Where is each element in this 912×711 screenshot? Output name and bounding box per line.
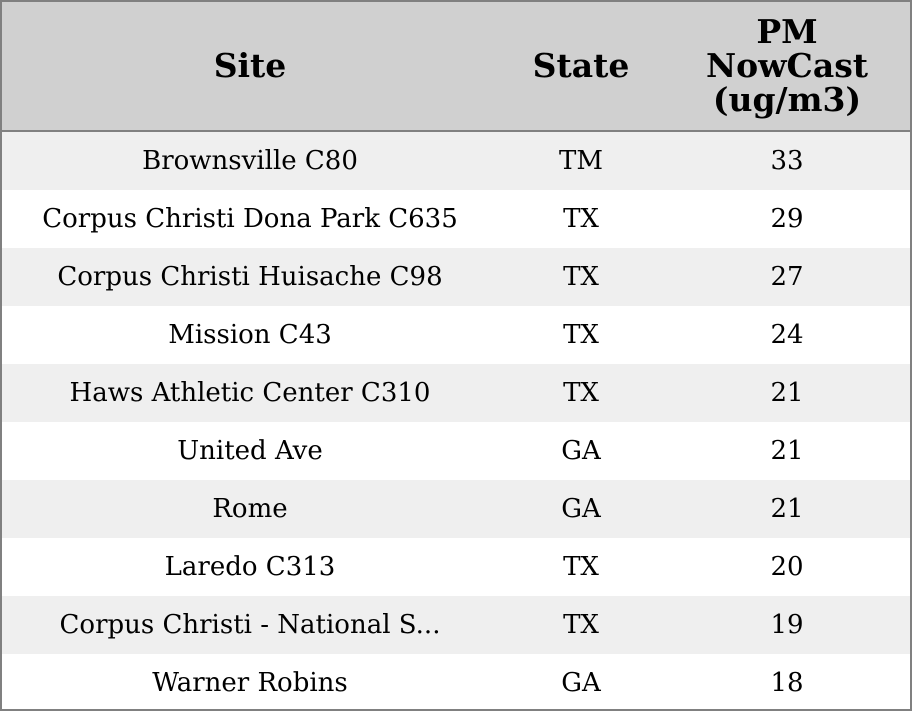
cell-pm-nowcast: 21 bbox=[770, 436, 804, 466]
cell-site: Rome bbox=[212, 494, 288, 524]
cell-state: TX bbox=[563, 610, 599, 640]
header-pm-line-1: PM bbox=[756, 12, 818, 51]
header-state: State bbox=[498, 2, 664, 130]
cell-site: Brownsville C80 bbox=[142, 146, 358, 176]
cell-site: Mission C43 bbox=[168, 320, 332, 350]
cell-state: GA bbox=[561, 668, 601, 698]
table-row: United Ave GA 21 bbox=[2, 422, 910, 480]
table-row: Mission C43 TX 24 bbox=[2, 306, 910, 364]
cell-site: Corpus Christi Huisache C98 bbox=[57, 262, 443, 292]
cell-site: Haws Athletic Center C310 bbox=[69, 378, 431, 408]
cell-pm-nowcast: 29 bbox=[770, 204, 804, 234]
cell-pm-nowcast: 33 bbox=[770, 146, 804, 176]
cell-pm-nowcast: 18 bbox=[770, 668, 804, 698]
cell-pm-nowcast: 20 bbox=[770, 552, 804, 582]
header-pm-line-2: NowCast bbox=[705, 46, 869, 85]
table-header: Site State PM NowCast (ug/m3) bbox=[2, 2, 910, 132]
cell-state: TX bbox=[563, 320, 599, 350]
cell-state: TX bbox=[563, 204, 599, 234]
cell-site: Warner Robins bbox=[152, 668, 348, 698]
header-state-line: State bbox=[532, 46, 630, 85]
cell-state: GA bbox=[561, 494, 601, 524]
header-site-line: Site bbox=[213, 46, 287, 85]
table-row: Warner Robins GA 18 bbox=[2, 654, 910, 709]
cell-state: GA bbox=[561, 436, 601, 466]
cell-state: TM bbox=[559, 146, 603, 176]
cell-site: Corpus Christi - National S... bbox=[59, 610, 441, 640]
cell-pm-nowcast: 21 bbox=[770, 494, 804, 524]
cell-pm-nowcast: 24 bbox=[770, 320, 804, 350]
cell-pm-nowcast: 27 bbox=[770, 262, 804, 292]
header-pm-nowcast: PM NowCast (ug/m3) bbox=[664, 2, 910, 130]
cell-pm-nowcast: 21 bbox=[770, 378, 804, 408]
header-site: Site bbox=[2, 2, 498, 130]
table-row: Corpus Christi - National S... TX 19 bbox=[2, 596, 910, 654]
table-body: Brownsville C80 TM 33 Corpus Christi Dona P… bbox=[2, 132, 910, 709]
table-row: Rome GA 21 bbox=[2, 480, 910, 538]
cell-site: United Ave bbox=[177, 436, 323, 466]
table-row: Haws Athletic Center C310 TX 21 bbox=[2, 364, 910, 422]
header-pm-line-3: (ug/m3) bbox=[712, 80, 862, 119]
table-row: Corpus Christi Dona Park C635 TX 29 bbox=[2, 190, 910, 248]
cell-site: Laredo C313 bbox=[164, 552, 336, 582]
table-row: Corpus Christi Huisache C98 TX 27 bbox=[2, 248, 910, 306]
cell-site: Corpus Christi Dona Park C635 bbox=[42, 204, 458, 234]
cell-state: TX bbox=[563, 378, 599, 408]
table-row: Brownsville C80 TM 33 bbox=[2, 132, 910, 190]
table-row: Laredo C313 TX 20 bbox=[2, 538, 910, 596]
cell-state: TX bbox=[563, 262, 599, 292]
cell-pm-nowcast: 19 bbox=[770, 610, 804, 640]
cell-state: TX bbox=[563, 552, 599, 582]
